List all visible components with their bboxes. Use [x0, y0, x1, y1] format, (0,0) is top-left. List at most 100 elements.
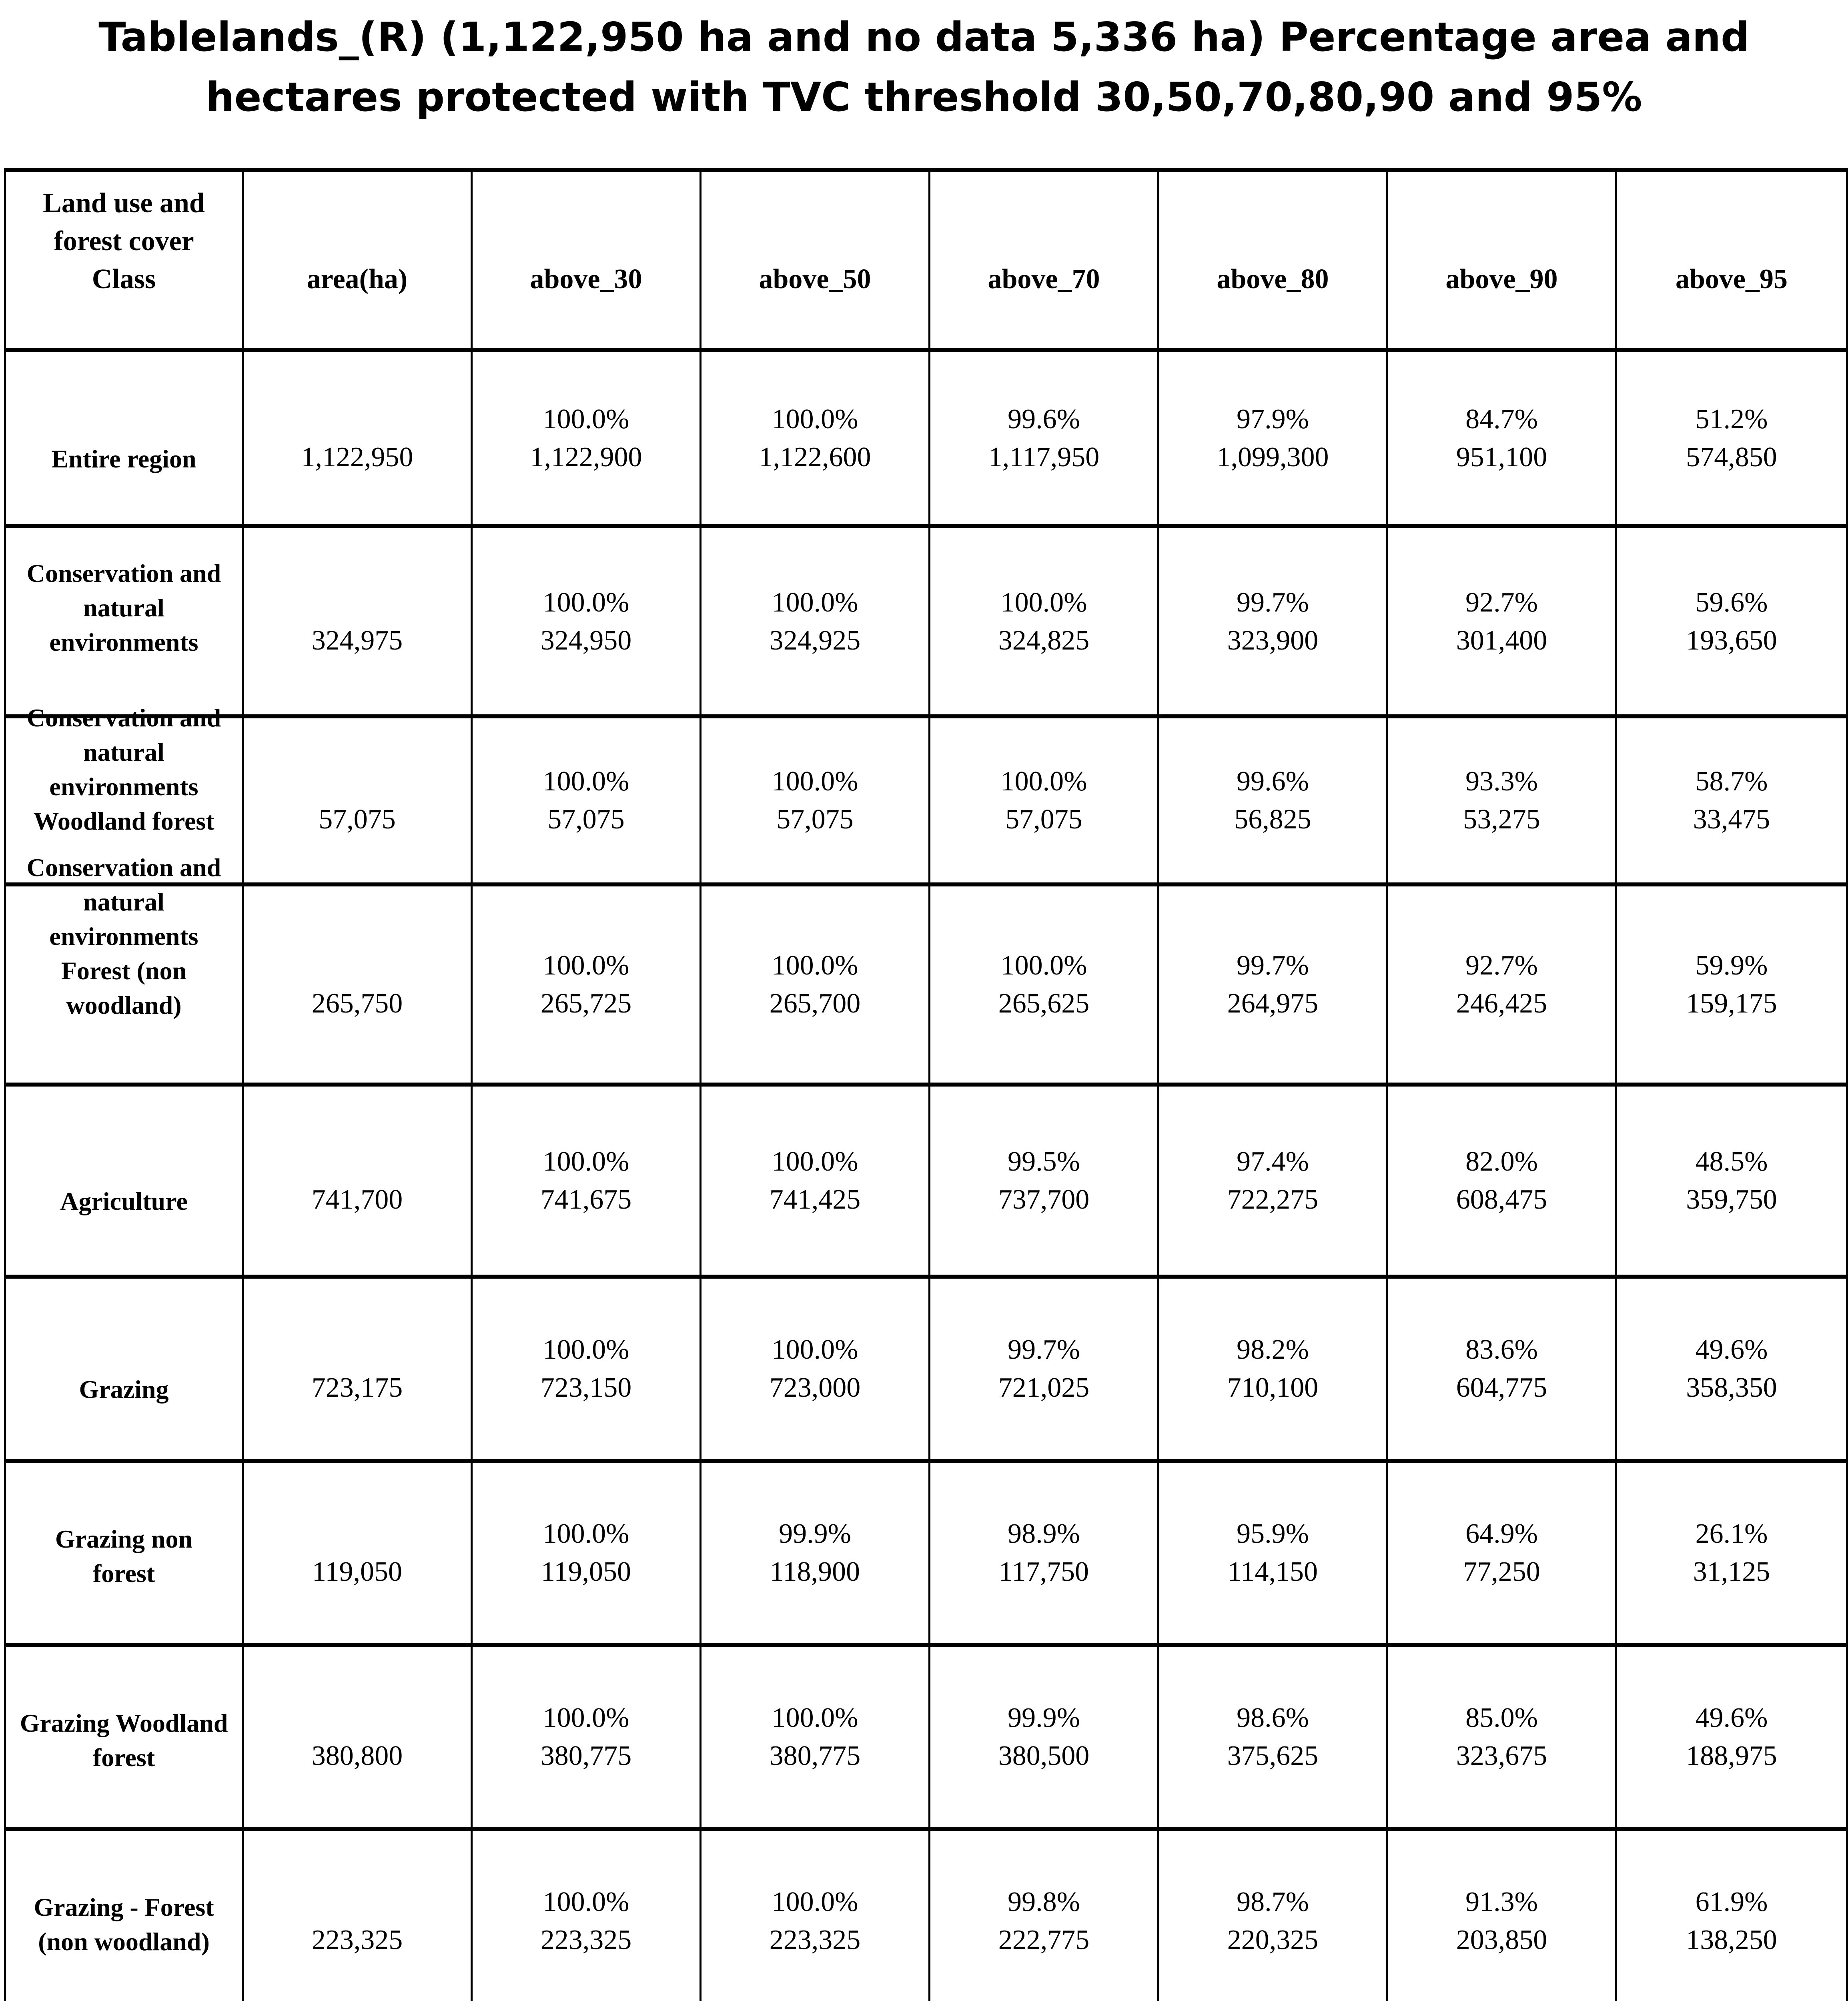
text-line: 100.0% — [772, 1334, 858, 1365]
data-cell-content: 98.6% 375,625 — [1162, 1699, 1384, 1775]
data-cell-content: 100.0% 265,625 — [933, 946, 1155, 1023]
data-cell-content: 100.0% 324,950 — [475, 583, 697, 660]
data-cell: 100.0% 265,700 — [702, 886, 930, 1087]
text-line: 380,775 — [540, 1740, 632, 1771]
text-line: 99.6% — [1237, 766, 1309, 797]
text-line: 100.0% — [543, 587, 629, 618]
text-line: 100.0% — [772, 1702, 858, 1733]
data-cell: 100.0% 119,050 — [473, 1463, 702, 1647]
text-line: 100.0% — [1000, 587, 1087, 618]
data-cell: 100.0% 223,325 — [473, 1831, 702, 2001]
text-line: 100.0% — [1000, 950, 1087, 981]
text-line: 100.0% — [772, 766, 858, 797]
column-header-area-ha-: area(ha) — [244, 172, 473, 352]
text-line: 100.0% — [543, 1887, 629, 1917]
text-line: 604,775 — [1456, 1372, 1547, 1403]
cell-area: 741,700 — [244, 1087, 473, 1279]
data-cell-content: 100.0% 324,925 — [704, 583, 926, 660]
text-line: 100.0% — [772, 1887, 858, 1917]
text-line: above_50 — [759, 264, 871, 295]
data-cell: 58.7% 33,475 — [1617, 718, 1846, 886]
text-line: Land use and — [43, 188, 205, 219]
text-line: 951,100 — [1456, 442, 1547, 473]
data-cell: 97.4% 722,275 — [1159, 1087, 1388, 1279]
data-cell: 26.1% 31,125 — [1617, 1463, 1846, 1647]
text-line: natural — [83, 888, 164, 916]
text-line: 100.0% — [772, 950, 858, 981]
column-header-above-50-content: above_50 — [704, 260, 926, 298]
data-cell-content: 83.6% 604,775 — [1391, 1331, 1613, 1407]
text-line: 92.7% — [1465, 587, 1538, 618]
text-line: Grazing non — [55, 1525, 193, 1553]
text-line: 265,725 — [540, 988, 632, 1019]
cell-area: 324,975 — [244, 528, 473, 718]
text-line: Forest (non — [61, 956, 187, 985]
text-line: 1,122,600 — [759, 442, 871, 473]
text-line: 51.2% — [1695, 404, 1768, 435]
text-line: 380,500 — [998, 1740, 1090, 1771]
data-cell-content: 100.0% 380,775 — [704, 1699, 926, 1775]
text-line: 117,750 — [999, 1556, 1089, 1587]
data-cell: 98.2% 710,100 — [1159, 1279, 1388, 1463]
data-cell-content: 99.7% 721,025 — [933, 1331, 1155, 1407]
data-cell: 84.7% 951,100 — [1388, 352, 1617, 528]
text-line: forest — [92, 1743, 155, 1772]
text-line: 324,825 — [998, 625, 1090, 656]
text-line: above_80 — [1217, 264, 1329, 295]
cell-area: 380,800 — [244, 1647, 473, 1831]
title-line-2: hectares protected with TVC threshold 30… — [206, 74, 1642, 120]
cell-area-content: 741,700 — [246, 1181, 468, 1219]
data-cell: 91.3% 203,850 — [1388, 1831, 1617, 2001]
text-line: Class — [92, 264, 156, 295]
data-cell-content: 48.5% 359,750 — [1620, 1143, 1844, 1219]
data-cell: 99.7% 721,025 — [930, 1279, 1159, 1463]
row-label-content: Conservation and natural environments Woodl… — [8, 701, 239, 838]
row-label: Entire region — [6, 352, 244, 528]
data-cell-content: 100.0% 265,725 — [475, 946, 697, 1023]
text-line: 82.0% — [1465, 1146, 1538, 1177]
text-line: 1,122,950 — [301, 442, 413, 473]
text-line: forest cover — [54, 226, 194, 257]
text-line: 223,325 — [769, 1925, 861, 1955]
text-line: 324,925 — [769, 625, 861, 656]
text-line: 99.9% — [779, 1518, 851, 1549]
data-cell: 100.0% 57,075 — [930, 718, 1159, 886]
text-line: 85.0% — [1465, 1702, 1538, 1733]
row-label: Grazing — [6, 1279, 244, 1463]
data-cell-content: 100.0% 223,325 — [475, 1883, 697, 1959]
text-line: 1,117,950 — [988, 442, 1100, 473]
data-cell: 97.9% 1,099,300 — [1159, 352, 1388, 528]
data-cell: 100.0% 265,625 — [930, 886, 1159, 1087]
text-line: Grazing - Forest — [34, 1893, 214, 1921]
text-line: 324,975 — [311, 625, 403, 656]
text-line: 265,625 — [998, 988, 1090, 1019]
cell-area: 57,075 — [244, 718, 473, 886]
data-cell: 99.8% 222,775 — [930, 1831, 1159, 2001]
text-line: 203,850 — [1456, 1925, 1547, 1955]
data-cell: 61.9% 138,250 — [1617, 1831, 1846, 2001]
column-header-above-80: above_80 — [1159, 172, 1388, 352]
data-cell-content: 100.0% 119,050 — [475, 1515, 697, 1591]
text-line: 119,050 — [541, 1556, 631, 1587]
text-line: 100.0% — [543, 766, 629, 797]
text-line: 58.7% — [1695, 766, 1768, 797]
text-line: 49.6% — [1695, 1702, 1768, 1733]
text-line: Conservation and — [26, 559, 221, 587]
text-line: 138,250 — [1686, 1925, 1777, 1955]
text-line: Conservation and — [26, 704, 221, 732]
text-line: 33,475 — [1693, 804, 1770, 835]
text-line: 48.5% — [1695, 1146, 1768, 1177]
text-line: 741,675 — [540, 1184, 632, 1215]
text-line: natural — [83, 593, 164, 622]
text-line: 57,075 — [319, 804, 396, 835]
text-line: 358,350 — [1686, 1372, 1777, 1403]
data-cell: 100.0% 324,950 — [473, 528, 702, 718]
text-line: 723,000 — [769, 1372, 861, 1403]
text-line: 737,700 — [998, 1184, 1090, 1215]
text-line: 61.9% — [1695, 1887, 1768, 1917]
data-cell-content: 100.0% 265,700 — [704, 946, 926, 1023]
data-cell-content: 98.7% 220,325 — [1162, 1883, 1384, 1959]
cell-area-content: 57,075 — [246, 800, 468, 838]
row-label-content: Grazing Woodland forest — [8, 1706, 239, 1775]
text-line: 91.3% — [1465, 1887, 1538, 1917]
